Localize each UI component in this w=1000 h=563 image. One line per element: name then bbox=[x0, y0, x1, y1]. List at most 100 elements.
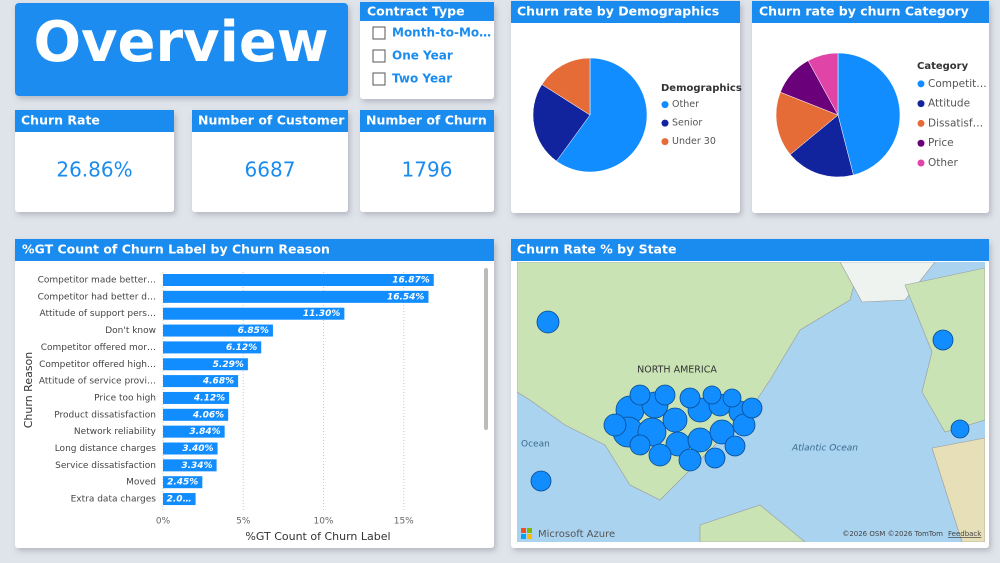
checkbox[interactable] bbox=[372, 26, 386, 40]
bar[interactable] bbox=[163, 425, 225, 438]
slicer-title: Contract Type bbox=[367, 4, 465, 19]
data-label: 4.68% bbox=[202, 377, 234, 387]
map-bubble[interactable] bbox=[679, 387, 701, 409]
map-bubble[interactable] bbox=[950, 419, 970, 439]
bar[interactable] bbox=[163, 341, 262, 354]
slicer-item[interactable]: One Year bbox=[392, 49, 453, 63]
data-label: 6.85% bbox=[238, 326, 269, 336]
y-tick-label: Attitude of support pers… bbox=[40, 309, 157, 319]
map-bubble[interactable] bbox=[536, 310, 560, 334]
map-bubble[interactable] bbox=[678, 448, 702, 472]
data-label: 3.84% bbox=[189, 427, 220, 437]
x-axis-label: %GT Count of Churn Label bbox=[245, 530, 390, 543]
land bbox=[699, 504, 806, 542]
legend-label: Under 30 bbox=[672, 136, 716, 147]
x-tick-label: 5% bbox=[236, 517, 251, 527]
card bbox=[15, 110, 174, 212]
map-bubble[interactable] bbox=[662, 407, 688, 433]
map-brand: Microsoft Azure bbox=[538, 529, 615, 540]
map-bubble[interactable] bbox=[687, 427, 713, 453]
legend-marker bbox=[917, 139, 925, 147]
bar-panel bbox=[15, 239, 494, 548]
map-bubble[interactable] bbox=[709, 419, 735, 445]
page-title: Overview bbox=[33, 10, 328, 75]
bar[interactable] bbox=[163, 459, 217, 472]
bar[interactable] bbox=[163, 290, 429, 303]
y-tick-label: Long distance charges bbox=[55, 444, 157, 454]
legend-marker bbox=[917, 100, 925, 108]
pie-slice bbox=[775, 91, 839, 155]
data-label: 6.12% bbox=[226, 343, 257, 353]
card-value: 1796 bbox=[402, 158, 453, 182]
pie-title: Churn rate by Demographics bbox=[517, 4, 719, 19]
x-tick-label: 10% bbox=[313, 517, 333, 527]
card-value: 26.86% bbox=[56, 158, 132, 182]
data-label: 2.45% bbox=[167, 478, 198, 488]
bar[interactable] bbox=[163, 307, 345, 320]
data-label: 5.29% bbox=[213, 360, 244, 370]
slicer-item[interactable]: Month-to-Mo… bbox=[392, 26, 491, 40]
map-bubble[interactable] bbox=[648, 443, 672, 467]
logo bbox=[527, 528, 532, 533]
logo bbox=[521, 528, 526, 533]
bar-header bbox=[15, 239, 494, 261]
logo bbox=[527, 534, 532, 539]
map-feedback[interactable]: Feedback bbox=[948, 530, 982, 538]
card-title: Number of Customer bbox=[198, 113, 345, 128]
legend-marker bbox=[661, 138, 669, 146]
map-title: Churn Rate % by State bbox=[517, 242, 676, 257]
map-bubble[interactable] bbox=[654, 384, 676, 406]
map-bubble[interactable] bbox=[530, 470, 552, 492]
bar[interactable] bbox=[163, 493, 196, 506]
data-label: 16.54% bbox=[387, 292, 425, 302]
pie-title: Churn rate by churn Category bbox=[759, 4, 969, 19]
y-tick-label: Attitude of service provi… bbox=[39, 377, 156, 387]
bar[interactable] bbox=[163, 476, 203, 489]
card bbox=[192, 110, 348, 212]
map-bubble[interactable] bbox=[704, 447, 726, 469]
cards: Churn Rate 26.86% Number of Customer 6687 Nu… bbox=[15, 110, 494, 212]
map-bubble[interactable] bbox=[629, 384, 651, 406]
map-label: Ocean bbox=[521, 440, 550, 450]
y-tick-label: Competitor made better… bbox=[38, 276, 156, 286]
legend-label: Attitude bbox=[928, 98, 970, 110]
data-label: 11.30% bbox=[303, 309, 341, 319]
scrollbar[interactable] bbox=[484, 268, 488, 430]
legend-label: Price bbox=[928, 137, 954, 149]
map[interactable] bbox=[517, 262, 985, 542]
map-bubble[interactable] bbox=[702, 385, 722, 405]
bar[interactable] bbox=[163, 324, 273, 337]
slicer-item[interactable]: Two Year bbox=[392, 72, 452, 86]
y-tick-label: Competitor had better d… bbox=[38, 292, 156, 302]
bar[interactable] bbox=[163, 391, 230, 404]
bar[interactable] bbox=[163, 358, 248, 371]
y-tick-label: Price too high bbox=[94, 393, 156, 403]
data-label: 3.40% bbox=[182, 444, 213, 454]
checkbox[interactable] bbox=[372, 49, 386, 63]
legend-label: Competit… bbox=[928, 78, 987, 90]
map-bubble[interactable] bbox=[741, 397, 763, 419]
map-bubble[interactable] bbox=[629, 434, 651, 456]
map-bubble[interactable] bbox=[932, 329, 954, 351]
checkbox[interactable] bbox=[372, 72, 386, 86]
map-bubble[interactable] bbox=[603, 413, 627, 437]
map-bubble[interactable] bbox=[722, 388, 742, 408]
legend-label: Other bbox=[672, 99, 699, 110]
bar[interactable] bbox=[163, 408, 229, 421]
legend-label: Other bbox=[928, 157, 958, 169]
bar[interactable] bbox=[163, 442, 218, 455]
data-label: 16.87% bbox=[392, 276, 430, 286]
card bbox=[360, 110, 494, 212]
map-label: NORTH AMERICA bbox=[637, 365, 717, 376]
title-box bbox=[15, 3, 348, 96]
map-bubble[interactable] bbox=[724, 435, 746, 457]
x-tick-label: 15% bbox=[394, 517, 414, 527]
legend-title: Demographics bbox=[661, 83, 742, 94]
card-header bbox=[192, 110, 348, 132]
logo bbox=[521, 534, 526, 539]
bar[interactable] bbox=[163, 375, 239, 388]
legend-label: Senior bbox=[672, 118, 702, 129]
y-tick-label: Competitor offered high… bbox=[39, 360, 156, 370]
bar[interactable] bbox=[163, 274, 434, 286]
